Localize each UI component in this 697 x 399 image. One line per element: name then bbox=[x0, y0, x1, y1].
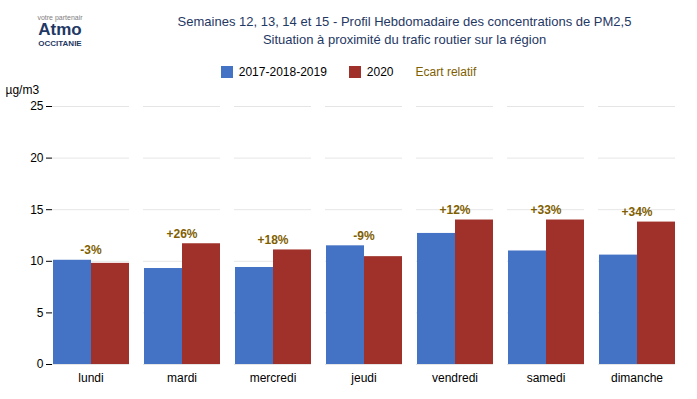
svg-text:+18%: +18% bbox=[257, 233, 288, 247]
svg-text:25: 25 bbox=[30, 99, 44, 113]
svg-text:10: 10 bbox=[30, 254, 44, 268]
html-text:2020: 2020 bbox=[366, 65, 394, 79]
svg-text:dimanche: dimanche bbox=[611, 371, 663, 385]
svg-text:15: 15 bbox=[30, 203, 44, 217]
html-text:Atmo: Atmo bbox=[38, 20, 82, 39]
svg-text:+33%: +33% bbox=[530, 203, 561, 217]
svg-text:+34%: +34% bbox=[621, 205, 652, 219]
svg-text:20: 20 bbox=[30, 151, 44, 165]
svg-text:mercredi: mercredi bbox=[250, 371, 297, 385]
html-text:2017-2018-2019: 2017-2018-2019 bbox=[238, 65, 327, 79]
html-text:votre partenair: votre partenair bbox=[37, 14, 83, 21]
svg-text:jeudi: jeudi bbox=[350, 371, 376, 385]
html-text:OCCITANIE: OCCITANIE bbox=[38, 39, 82, 48]
svg-text:5: 5 bbox=[37, 306, 44, 320]
html-text:Ecart relatif: Ecart relatif bbox=[415, 65, 477, 79]
svg-text:-3%: -3% bbox=[80, 243, 102, 257]
svg-text:vendredi: vendredi bbox=[432, 371, 478, 385]
html-text:Semaines 12, 13, 14 et 15 - Pr: Semaines 12, 13, 14 et 15 - Profil Hebdo… bbox=[177, 14, 632, 29]
svg-text:lundi: lundi bbox=[78, 371, 103, 385]
svg-text:0: 0 bbox=[37, 357, 44, 371]
svg-text:µg/m3: µg/m3 bbox=[6, 83, 40, 97]
svg-text:samedi: samedi bbox=[527, 371, 566, 385]
html-text:Situation à proximité du trafi: Situation à proximité du trafic routier … bbox=[262, 32, 547, 47]
svg-text:+26%: +26% bbox=[166, 227, 197, 241]
svg-text:mardi: mardi bbox=[167, 371, 197, 385]
svg-text:-9%: -9% bbox=[353, 229, 375, 243]
svg-text:+12%: +12% bbox=[439, 203, 470, 217]
